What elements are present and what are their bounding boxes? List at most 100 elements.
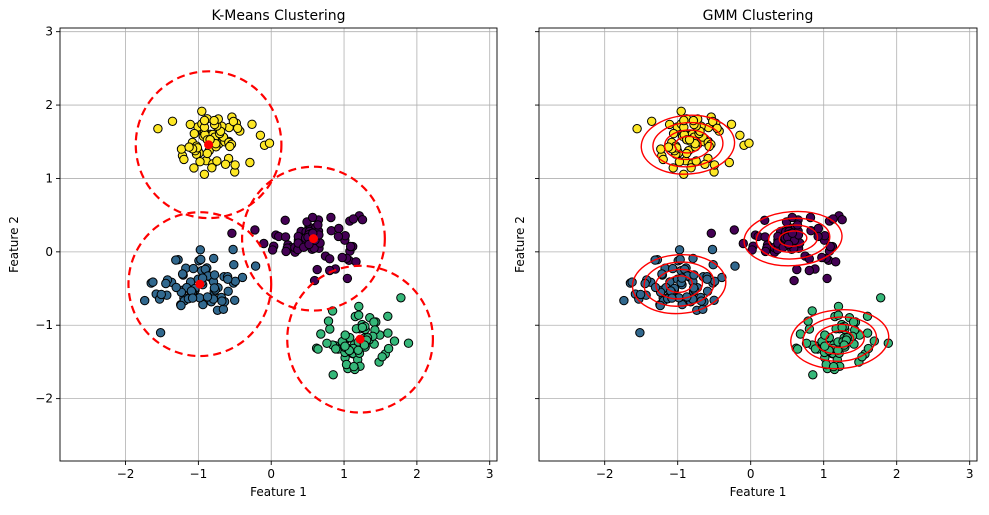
gmm-point-c2-71 [828, 361, 839, 372]
gmm-contour-c3-0 [674, 135, 702, 154]
kmeans-point-c3-71 [153, 124, 163, 134]
gmm-point-c1-51 [619, 295, 629, 306]
gmm-point-c3-47 [676, 106, 686, 117]
gmm-point-c1-35 [635, 328, 645, 338]
kmeans-xtick-label-5: 3 [486, 467, 494, 481]
kmeans-point-c1-48 [171, 255, 181, 265]
gmm-point-c1-71 [674, 245, 685, 255]
kmeans-point-c3-38 [264, 138, 275, 148]
gmm-ylabel: Feature 2 [513, 216, 527, 273]
gmm-point-c0-43 [822, 273, 832, 284]
gmm-contour-c2-1 [814, 323, 865, 355]
kmeans-xtick-label-2: 0 [267, 467, 275, 481]
kmeans-boundary-circle-0 [240, 165, 386, 312]
gmm-point-c2-45 [876, 293, 886, 303]
gmm-point-c0-69 [783, 239, 794, 250]
kmeans-ylabel: Feature 2 [7, 216, 21, 273]
kmeans-point-c3-10 [167, 116, 178, 127]
kmeans-point-c0-32 [281, 246, 291, 257]
gmm-point-c0-72 [837, 215, 847, 225]
kmeans-point-c2-41 [323, 316, 334, 326]
gmm-contour-c0-0 [778, 230, 808, 247]
gmm-point-c3-74 [684, 135, 695, 145]
kmeans-xtick-label-0: −2 [117, 467, 135, 481]
kmeans-centroid-3 [204, 140, 214, 150]
kmeans-point-c3-72 [220, 159, 231, 170]
kmeans-point-c2-57 [389, 336, 400, 346]
kmeans-boundary-circle-2 [286, 264, 435, 414]
gmm-point-c3-61 [735, 130, 745, 141]
kmeans-point-c3-6 [199, 169, 210, 180]
kmeans-point-c0-57 [280, 215, 290, 226]
kmeans-ytick-label-5: 3 [45, 25, 53, 39]
kmeans-point-c3-65 [185, 119, 196, 130]
kmeans-point-c2-71 [349, 361, 359, 372]
kmeans-point-c0-70 [313, 220, 323, 230]
gmm-contour-c0-3 [743, 210, 843, 267]
kmeans-point-c0-73 [227, 228, 237, 239]
gmm-point-c3-22 [724, 157, 734, 168]
kmeans-point-c3-22 [245, 157, 255, 168]
kmeans-point-c2-36 [369, 317, 379, 327]
gmm-overlay [631, 114, 890, 370]
gmm-point-c2-23 [810, 344, 821, 354]
kmeans-point-c3-61 [255, 130, 266, 141]
kmeans-xtick-label-3: 1 [340, 467, 348, 481]
kmeans-point-c1-74 [187, 293, 198, 303]
kmeans-point-c0-43 [342, 273, 353, 284]
kmeans-boundary-circle-3 [134, 70, 283, 220]
kmeans-point-c1-58 [223, 274, 233, 284]
gmm-contour-c1-2 [643, 261, 715, 307]
gmm-point-c3-71 [632, 124, 642, 134]
gmm-point-c0-16 [729, 225, 739, 235]
gmm-contour-c0-1 [767, 224, 819, 253]
gmm-panel: −2 −1 0 1 2 3 GMM Clustering Feature 1 Featur… [513, 8, 978, 499]
gmm-xtick-label-4: 2 [893, 467, 901, 481]
kmeans-point-c1-7 [250, 261, 261, 271]
gmm-title: GMM Clustering [703, 8, 814, 24]
kmeans-point-c3-73 [195, 157, 205, 167]
kmeans-point-c1-69 [209, 283, 220, 293]
kmeans-overlay [127, 70, 435, 414]
gmm-point-c3-28 [726, 119, 737, 130]
gmm-point-c2-66 [807, 306, 817, 316]
kmeans-point-c2-45 [396, 293, 406, 303]
gmm-axes-frame [538, 27, 978, 462]
gmm-contour-c2-2 [802, 316, 878, 362]
kmeans-point-c1-62 [230, 295, 240, 305]
kmeans-grid [60, 28, 497, 461]
gmm-contour-c3-3 [640, 114, 736, 175]
gmm-point-c0-68 [787, 228, 798, 238]
kmeans-point-c2-70 [383, 328, 393, 338]
kmeans-point-c2-22 [322, 338, 332, 348]
kmeans-centroid-2 [355, 334, 365, 344]
gmm-contour-c3-2 [652, 121, 724, 168]
kmeans-point-c1-35 [155, 328, 166, 338]
gmm-point-c1-70 [635, 289, 646, 300]
kmeans-point-c2-30 [354, 301, 364, 312]
kmeans-point-c0-63 [337, 252, 347, 263]
gmm-contour-c1-3 [631, 253, 727, 315]
kmeans-ticks: −2 −1 0 1 2 3 −2 −1 0 1 2 3 [35, 25, 493, 481]
kmeans-points [140, 106, 414, 380]
kmeans-ytick-label-3: 1 [45, 171, 53, 185]
kmeans-point-c1-68 [217, 296, 227, 306]
kmeans-point-c2-68 [377, 352, 387, 362]
kmeans-point-c1-70 [156, 289, 167, 300]
kmeans-point-c0-66 [345, 241, 356, 252]
kmeans-point-c2-32 [313, 344, 323, 354]
kmeans-point-c0-24 [334, 223, 344, 234]
kmeans-centroid-1 [195, 279, 205, 289]
gmm-point-c1-7 [730, 261, 740, 271]
kmeans-point-c2-46 [403, 338, 414, 348]
gmm-point-c0-58 [792, 264, 802, 275]
gmm-xtick-label-1: −1 [669, 467, 687, 481]
gmm-contour-c1-1 [655, 268, 704, 300]
kmeans-point-c3-67 [233, 123, 243, 134]
kmeans-point-c0-72 [357, 215, 368, 225]
kmeans-point-c2-38 [354, 310, 364, 320]
gmm-point-c0-71 [804, 265, 814, 276]
gmm-point-c2-53 [808, 370, 818, 380]
gmm-ticks: −2 −1 0 1 2 3 [535, 31, 974, 481]
